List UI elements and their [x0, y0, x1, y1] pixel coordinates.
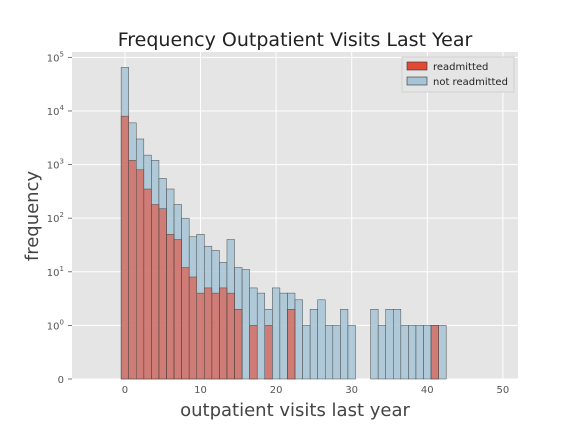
- x-tick-label: 0: [122, 385, 128, 396]
- y-tick-label: 103: [47, 158, 64, 172]
- not-readmitted-bar: [385, 309, 394, 380]
- y-tick-label: 0: [58, 375, 64, 386]
- y-axis-label: frequency: [22, 171, 43, 262]
- not-readmitted-bar: [324, 325, 334, 380]
- y-tick-label: 102: [47, 211, 64, 225]
- not-readmitted-bar: [302, 325, 311, 380]
- readmitted-bar: [249, 325, 258, 380]
- not-readmitted-bar: [423, 325, 432, 380]
- not-readmitted-bar: [408, 325, 417, 380]
- y-tick-label: 100: [47, 318, 64, 332]
- not-readmitted-bar: [332, 325, 341, 380]
- chart-title: Frequency Outpatient Visits Last Year: [118, 29, 473, 51]
- readmitted-bar: [151, 204, 160, 380]
- readmitted-bar: [211, 292, 220, 380]
- readmitted-bar: [188, 276, 197, 380]
- readmitted-bar: [219, 287, 228, 380]
- readmitted-bar: [287, 309, 296, 380]
- not-readmitted-bar: [241, 269, 250, 380]
- not-readmitted-bar: [400, 325, 409, 380]
- not-readmitted-bar: [415, 325, 424, 380]
- not-readmitted-bar: [438, 325, 447, 380]
- y-tick-label: 101: [47, 265, 64, 279]
- readmitted-bar: [166, 234, 175, 380]
- readmitted-bar: [143, 188, 152, 380]
- not-readmitted-bar: [347, 325, 356, 380]
- not-readmitted-bar: [272, 287, 281, 380]
- readmitted-bar: [204, 287, 213, 380]
- readmitted-bar: [128, 160, 137, 380]
- y-tick-label: 104: [47, 104, 65, 118]
- x-tick-label: 20: [270, 385, 283, 396]
- readmitted-bar: [120, 115, 129, 380]
- not-readmitted-bar: [377, 325, 386, 380]
- x-tick-label: 50: [497, 385, 510, 396]
- readmitted-bar: [173, 239, 182, 380]
- x-tick-label: 40: [421, 385, 434, 396]
- not-readmitted-bar: [393, 309, 402, 380]
- readmitted-bar: [196, 292, 205, 380]
- y-tick-label: 105: [47, 50, 64, 64]
- readmitted-bar: [234, 309, 243, 380]
- tick-labels: 0 10 20 30 40 50 0 100 101 102 103 104 105: [47, 50, 509, 396]
- readmitted-bar: [264, 325, 273, 380]
- readmitted-bar: [136, 169, 145, 380]
- not-readmitted-bar: [309, 309, 318, 380]
- legend-swatch-readmitted: [406, 61, 428, 71]
- legend-label-not-readmitted: not readmitted: [433, 77, 508, 88]
- readmitted-bar: [181, 267, 190, 380]
- x-axis-label: outpatient visits last year: [180, 400, 410, 421]
- not-readmitted-bar: [294, 299, 303, 380]
- not-readmitted-bar: [279, 292, 288, 380]
- not-readmitted-bar: [317, 299, 326, 380]
- not-readmitted-bar: [256, 292, 266, 380]
- readmitted-bar: [430, 325, 439, 380]
- not-readmitted-bar: [370, 309, 379, 380]
- readmitted-bar: [158, 208, 167, 380]
- legend: readmitted not readmitted: [401, 56, 515, 93]
- readmitted-bar: [226, 292, 235, 380]
- legend-swatch-not-readmitted: [406, 76, 428, 86]
- x-tick-label: 30: [345, 385, 358, 396]
- readmitted-bars: [120, 115, 439, 380]
- legend-label-readmitted: readmitted: [433, 62, 488, 73]
- not-readmitted-bar: [340, 309, 349, 380]
- x-tick-label: 10: [194, 385, 207, 396]
